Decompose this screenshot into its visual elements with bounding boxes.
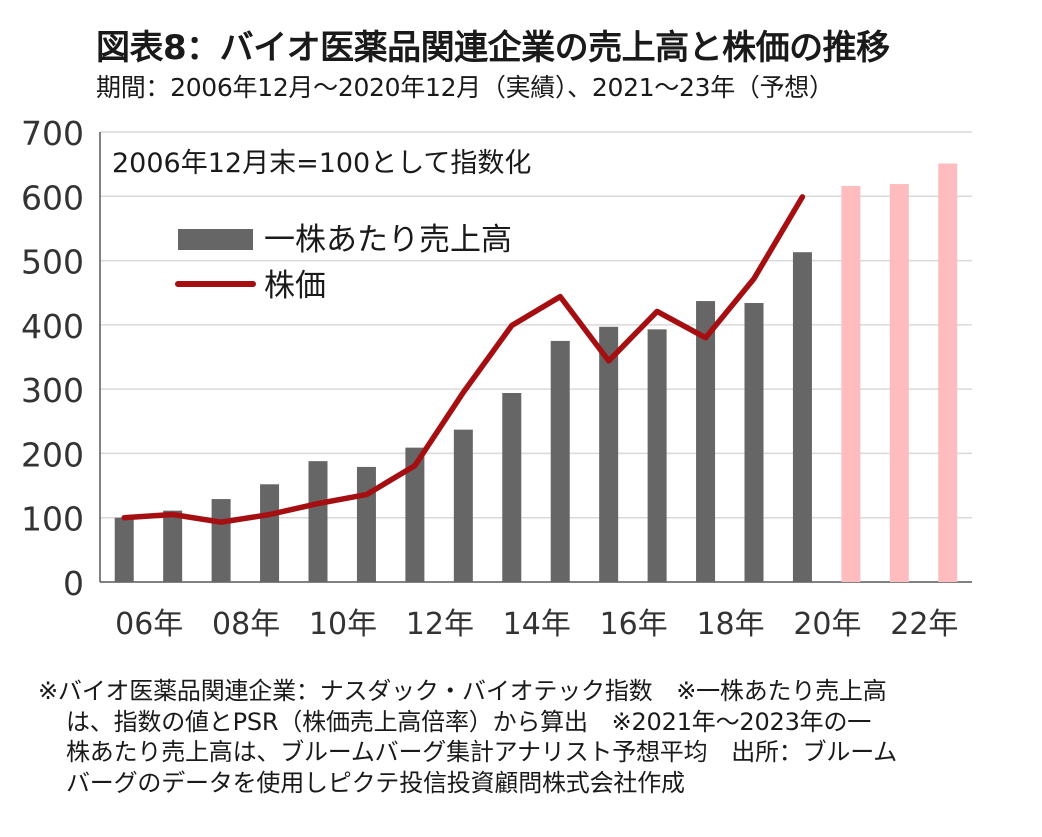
revenue-bar <box>163 510 183 582</box>
forecast-bar <box>889 184 909 583</box>
y-tick-label: 400 <box>21 307 84 346</box>
chart-title: 図表8：バイオ医薬品関連企業の売上高と株価の推移 <box>96 28 890 68</box>
x-tick-label: 06年 <box>115 607 183 642</box>
revenue-bar <box>405 447 425 582</box>
revenue-bar <box>308 461 328 582</box>
revenue-bar <box>114 517 134 582</box>
footnotes: ※バイオ医薬品関連企業：ナスダック・バイオテック指数 ※一株あたり売上高 は、指… <box>38 676 1028 798</box>
x-tick-label: 10年 <box>309 607 377 642</box>
y-tick-label: 500 <box>21 243 84 282</box>
footnote-line: バーグのデータを使用しピクテ投信投資顧問株式会社作成 <box>66 768 685 797</box>
revenue-bar <box>744 303 764 582</box>
revenue-bar <box>792 252 812 582</box>
chart-subtitle: 期間：2006年12月～2020年12月（実績）、2021～23年（予想） <box>96 73 834 102</box>
y-tick-label: 600 <box>21 178 84 217</box>
stock-price-line <box>121 194 806 525</box>
footnote-line: は、指数の値とPSR（株価売上高倍率）から算出 ※2021年～2023年の一 <box>66 707 872 736</box>
forecast-bar <box>841 186 861 582</box>
revenue-bar <box>550 340 570 582</box>
revenue-bar <box>647 329 667 582</box>
forecast-bar <box>938 163 958 582</box>
revenue-bar <box>356 466 376 582</box>
x-tick-label: 18年 <box>696 607 764 642</box>
legend-bar-swatch <box>178 229 253 250</box>
y-tick-label: 200 <box>21 435 84 474</box>
revenue-bar <box>502 393 522 582</box>
y-tick-label: 700 <box>21 114 84 153</box>
x-tick-label: 12年 <box>406 607 474 642</box>
x-tick-label: 20年 <box>793 607 861 642</box>
x-tick-label: 22年 <box>890 607 958 642</box>
x-tick-label: 16年 <box>600 607 668 642</box>
y-tick-label: 100 <box>21 500 84 539</box>
revenue-bar <box>696 301 716 582</box>
index-note: 2006年12月末=100として指数化 <box>112 148 531 179</box>
x-tick-label: 08年 <box>212 607 280 642</box>
legend-line-label: 株価 <box>264 268 326 304</box>
revenue-bar <box>599 326 619 582</box>
revenue-bar <box>260 484 280 582</box>
y-tick-label: 300 <box>21 371 84 410</box>
legend-bar-label: 一株あたり売上高 <box>264 222 512 258</box>
footnote-line: 株あたり売上高は、ブルームバーグ集計アナリスト予想平均 出所：ブルーム <box>66 738 898 766</box>
x-tick-label: 14年 <box>503 607 571 642</box>
revenue-bar <box>211 499 231 582</box>
y-tick-label: 0 <box>63 564 84 603</box>
footnote-line: ※バイオ医薬品関連企業：ナスダック・バイオテック指数 ※一株あたり売上高 <box>38 677 887 705</box>
revenue-bar <box>453 429 473 582</box>
